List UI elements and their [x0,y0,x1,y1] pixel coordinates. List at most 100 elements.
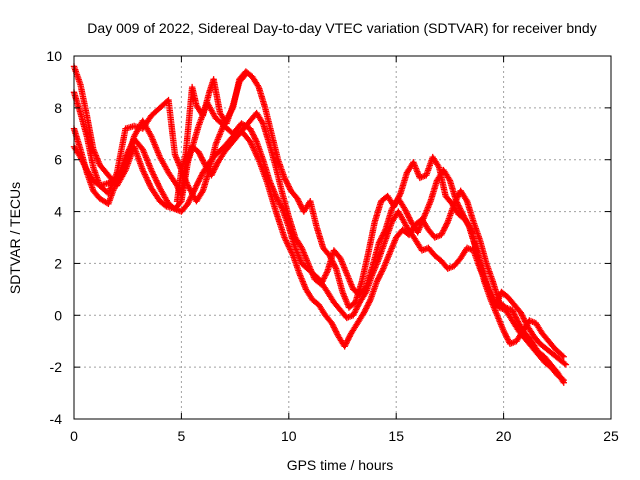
data-point-marker [511,312,519,320]
data-point-marker [377,269,385,277]
data-point-marker [510,309,517,317]
data-point-marker [459,210,466,218]
data-point-marker [193,182,200,189]
data-point-marker [79,158,86,165]
data-point-marker [405,214,413,221]
data-point-marker [344,337,351,344]
data-point-marker [380,230,387,238]
data-point-marker [241,72,248,79]
data-point-marker [294,195,301,202]
x-tick-label: 0 [70,428,78,444]
data-point-marker [332,328,340,335]
data-point-marker [458,209,466,216]
data-point-marker [198,154,205,161]
data-point-marker [197,173,204,181]
data-point-marker [283,178,290,186]
data-point-marker [195,178,202,185]
data-point-marker [318,279,325,286]
data-point-marker [522,319,529,326]
data-point-marker [331,262,338,269]
data-point-marker [453,199,461,206]
data-point-marker [343,338,350,346]
data-point-marker [342,340,350,347]
data-point-marker [456,203,463,211]
data-point-marker [274,195,281,203]
data-point-marker [360,309,368,316]
data-point-marker [380,229,388,236]
data-point-marker [276,200,283,207]
data-point-marker [297,202,305,210]
data-point-marker [249,129,256,137]
data-point-marker [208,172,215,179]
data-point-marker [345,334,353,341]
plot-frame [73,55,612,420]
data-point-marker [378,233,386,241]
data-point-marker [439,228,446,236]
data-point-marker [454,200,461,208]
data-point-marker [512,314,519,321]
data-point-marker [242,70,250,78]
data-point-marker [350,310,358,318]
data-point-marker [362,305,370,312]
data-point-marker [352,306,360,313]
data-point-marker [501,329,508,336]
data-point-marker [518,310,525,318]
data-point-marker [375,239,383,246]
data-point-marker [274,197,282,204]
data-point-marker [208,170,216,178]
data-point-marker [285,183,292,190]
data-point-marker [560,379,567,386]
data-point-marker [376,272,383,280]
data-point-marker [559,378,567,385]
data-point-marker [465,222,472,229]
data-point-marker [402,207,409,214]
data-point-marker [438,231,445,239]
x-tick-label: 10 [281,428,297,444]
data-point-marker [404,211,411,218]
data-point-marker [322,270,330,278]
data-point-marker [251,135,259,142]
data-point-marker [332,327,339,334]
data-point-marker [352,307,359,315]
data-point-marker [508,306,516,314]
data-point-marker [80,161,88,168]
data-point-marker [211,166,218,173]
data-point-marker [210,167,217,175]
data-point-marker [211,164,219,172]
data-point-marker [519,312,526,319]
data-point-marker [381,227,388,235]
data-point-marker [330,324,338,331]
data-point-marker [403,208,410,216]
x-tick-label: 20 [496,428,512,444]
data-point-marker [463,219,471,227]
data-point-marker [513,315,520,322]
data-point-marker [462,216,469,224]
data-point-marker [559,352,566,359]
data-point-marker [196,176,203,184]
data-point-marker [354,303,361,310]
data-point-marker [320,275,328,282]
data-point-marker [440,227,447,234]
data-point-marker [520,315,527,322]
data-point-marker [319,278,326,285]
data-point-marker [213,161,220,169]
data-point-marker [403,210,411,217]
chart-title: Day 009 of 2022, Sidereal Day-to-day VTE… [87,20,596,36]
y-tick-label: 6 [54,152,62,168]
data-point-marker [212,163,219,170]
data-point-marker [517,309,524,316]
y-tick-label: 4 [54,204,62,220]
data-point-marker [342,341,349,349]
data-point-marker [457,206,464,214]
data-point-marker [341,343,348,350]
x-tick-label: 25 [603,428,619,444]
axis-ticks: 0 5 10 15 20 25 -4 -2 0 2 4 6 8 10 [46,48,619,444]
y-tick-label: -2 [50,359,63,375]
data-point-marker [350,312,357,319]
data-point-marker [196,150,203,157]
data-point-marker [296,199,303,207]
data-point-marker [353,304,361,312]
data-point-marker [198,189,206,196]
data-point-marker [443,221,450,229]
data-point-marker [379,232,386,239]
